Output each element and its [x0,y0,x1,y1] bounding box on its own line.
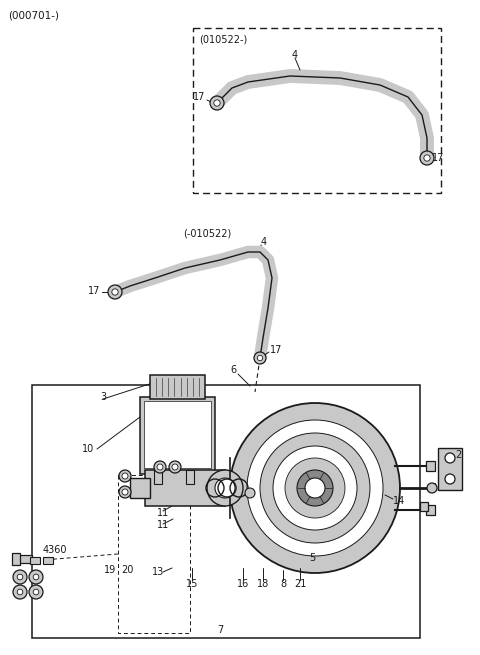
Text: 5: 5 [309,553,315,563]
Text: 20: 20 [121,565,133,575]
Text: 3: 3 [100,392,106,402]
Circle shape [29,585,43,599]
Text: 1: 1 [432,483,438,493]
Text: 4360: 4360 [43,545,67,555]
Bar [30,557,40,564]
Circle shape [215,478,235,498]
Text: 21: 21 [294,579,306,589]
Circle shape [119,486,131,498]
Bar [426,461,435,471]
Circle shape [420,151,434,165]
Circle shape [424,155,430,161]
Bar [32,385,420,638]
Bar [144,401,211,468]
Text: 8: 8 [280,579,286,589]
Circle shape [273,446,357,530]
Bar [43,557,53,564]
Text: 17: 17 [432,153,444,163]
Text: 17: 17 [88,286,100,296]
Text: 10: 10 [82,444,94,454]
Circle shape [445,453,455,463]
Text: 6: 6 [230,365,236,375]
Circle shape [122,489,128,495]
Bar [150,375,205,399]
Circle shape [33,590,39,595]
Circle shape [207,470,243,506]
Text: 15: 15 [186,579,198,589]
Text: 18: 18 [257,579,269,589]
Text: 17: 17 [270,345,282,355]
Text: 16: 16 [237,579,249,589]
Bar [12,553,20,565]
Text: 13: 13 [152,567,164,577]
Bar [130,478,150,498]
Bar [426,505,435,515]
Bar [154,470,162,484]
Circle shape [169,461,181,473]
Circle shape [33,574,39,580]
Circle shape [247,420,383,556]
Text: 11: 11 [157,520,169,530]
Circle shape [254,352,266,364]
Circle shape [305,478,325,498]
Circle shape [13,585,27,599]
Text: 14: 14 [393,496,405,506]
Text: 11: 11 [157,508,169,518]
Text: 7: 7 [217,625,223,635]
Text: 9: 9 [178,492,184,502]
Circle shape [122,473,128,479]
Circle shape [112,289,118,295]
Bar [140,397,215,474]
Circle shape [108,285,122,299]
Circle shape [427,483,437,493]
Text: (-010522): (-010522) [183,228,231,238]
Circle shape [17,590,23,595]
Circle shape [157,464,163,470]
Circle shape [260,433,370,543]
Circle shape [17,574,23,580]
Circle shape [214,100,220,106]
Circle shape [257,355,263,361]
Text: 17: 17 [192,92,205,102]
Circle shape [245,488,255,498]
Bar [145,470,225,506]
Circle shape [297,470,333,506]
Bar [438,448,462,490]
Circle shape [285,458,345,518]
Circle shape [29,570,43,584]
Text: 4: 4 [292,50,298,60]
Circle shape [230,403,400,573]
Circle shape [445,474,455,484]
Bar [420,502,428,511]
Circle shape [172,464,178,470]
Text: 2: 2 [455,450,461,460]
Circle shape [13,570,27,584]
Text: 4: 4 [261,237,267,247]
Bar [193,28,441,193]
Text: (010522-): (010522-) [199,34,247,44]
Bar [186,470,194,484]
Text: (000701-): (000701-) [8,10,59,20]
Text: 19: 19 [104,565,116,575]
Circle shape [119,470,131,482]
Circle shape [154,461,166,473]
Circle shape [210,96,224,110]
Bar [18,555,32,563]
